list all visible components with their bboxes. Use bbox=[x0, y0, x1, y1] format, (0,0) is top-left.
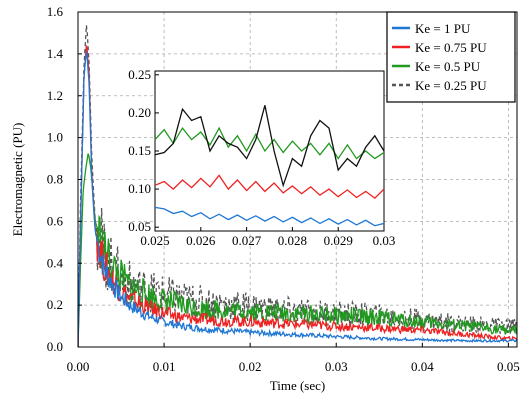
x-axis-label: Time (sec) bbox=[270, 378, 326, 393]
y-tick-label: 1.2 bbox=[47, 88, 63, 103]
inset-frame bbox=[154, 70, 385, 232]
y-tick-label: 1.0 bbox=[47, 130, 63, 145]
legend-label-1: Ke = 0.75 PU bbox=[415, 40, 487, 55]
x-tick-label: 0.00 bbox=[67, 359, 90, 374]
x-tick-label: 0.04 bbox=[411, 359, 434, 374]
inset-x-tick-label: 0.027 bbox=[232, 233, 262, 248]
x-tick-label: 0.02 bbox=[239, 359, 262, 374]
inset-y-tick-label: 0.10 bbox=[128, 181, 151, 196]
legend-label-2: Ke = 0.5 PU bbox=[415, 59, 481, 74]
legend-label-0: Ke = 1 PU bbox=[415, 21, 471, 36]
legend-label-3: Ke = 0.25 PU bbox=[415, 78, 487, 93]
inset-x-tick-label: 0.026 bbox=[186, 233, 216, 248]
inset-series-line-2 bbox=[154, 126, 385, 160]
inset-series-line-1 bbox=[154, 174, 385, 200]
inset-x-tick-label: 0.03 bbox=[373, 233, 396, 248]
inset-x-tick-label: 0.028 bbox=[278, 233, 307, 248]
y-tick-label: 1.4 bbox=[47, 46, 64, 61]
y-tick-label: 1.6 bbox=[47, 4, 64, 19]
y-tick-label: 0.0 bbox=[47, 339, 63, 354]
inset-y-tick-label: 0.15 bbox=[128, 143, 151, 158]
x-tick-label: 0.01 bbox=[153, 359, 176, 374]
inset-x-tick-label: 0.029 bbox=[324, 233, 353, 248]
inset-y-tick-label: 0.05 bbox=[128, 219, 151, 234]
series-line-3 bbox=[78, 25, 517, 347]
series-line-0 bbox=[78, 51, 517, 347]
y-tick-label: 0.6 bbox=[47, 213, 64, 228]
x-tick-label: 0.03 bbox=[325, 359, 348, 374]
inset-series-line-3 bbox=[154, 105, 385, 188]
inset-y-tick-label: 0.20 bbox=[128, 105, 151, 120]
y-tick-label: 0.8 bbox=[47, 172, 63, 187]
y-tick-label: 0.4 bbox=[47, 255, 64, 270]
inset-x-tick-label: 0.025 bbox=[140, 233, 169, 248]
inset-series-line-0 bbox=[154, 206, 385, 227]
series-line-2 bbox=[78, 153, 517, 347]
y-axis-label: Electromagnetic (PU) bbox=[10, 123, 25, 237]
inset-y-tick-label: 0.25 bbox=[128, 67, 151, 82]
series-line-1 bbox=[78, 45, 517, 347]
x-tick-label: 0.05 bbox=[497, 359, 520, 374]
y-tick-label: 0.2 bbox=[47, 297, 63, 312]
